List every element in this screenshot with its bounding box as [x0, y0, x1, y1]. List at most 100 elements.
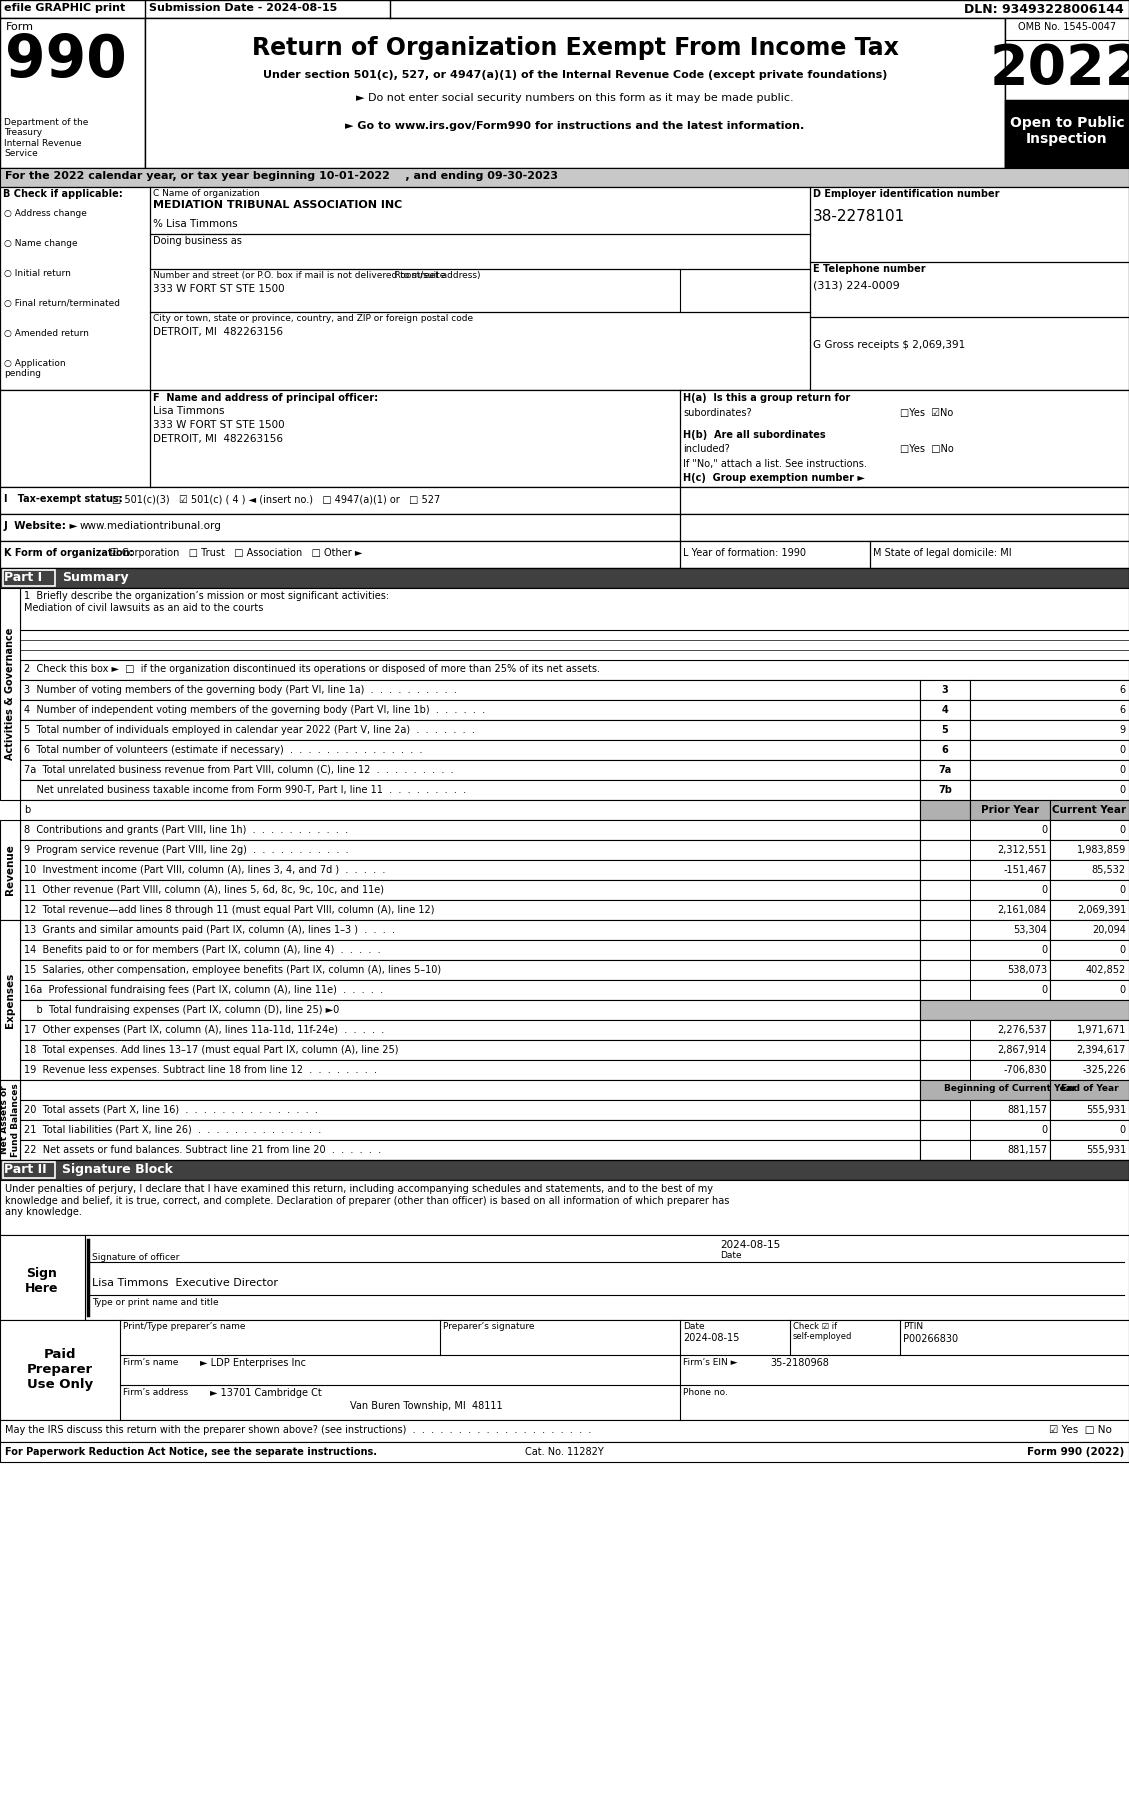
Text: 6: 6 [1119, 706, 1124, 715]
Bar [0, 568, 1129, 588]
Text: b  Total fundraising expenses (Part IX, column (D), line 25) ►0: b Total fundraising expenses (Part IX, c… [24, 1005, 339, 1016]
Text: 15  Salaries, other compensation, employee benefits (Part IX, column (A), lines : 15 Salaries, other compensation, employe… [24, 965, 441, 974]
Text: Date: Date [683, 1322, 704, 1331]
Text: Return of Organization Exempt From Income Tax: Return of Organization Exempt From Incom… [252, 36, 899, 60]
Text: Firm’s EIN ►: Firm’s EIN ► [683, 1359, 737, 1368]
Text: Check ☑ if
self-employed: Check ☑ if self-employed [793, 1322, 852, 1341]
Text: Preparer’s signature: Preparer’s signature [443, 1322, 534, 1331]
Text: End of Year: End of Year [1060, 1085, 1119, 1094]
Bar [145, 18, 1005, 169]
Bar [20, 588, 1129, 629]
Bar [20, 1079, 920, 1099]
Bar [1050, 940, 1129, 960]
Text: 9: 9 [1119, 726, 1124, 735]
Text: www.mediationtribunal.org: www.mediationtribunal.org [80, 521, 222, 532]
Text: Room/suite: Room/suite [154, 270, 445, 279]
Bar [20, 860, 920, 880]
Bar [1050, 840, 1129, 860]
Text: 2,069,391: 2,069,391 [1077, 905, 1126, 914]
Text: DETROIT, MI  482263156: DETROIT, MI 482263156 [154, 327, 283, 337]
Text: ○ Address change: ○ Address change [5, 209, 87, 218]
Text: 0: 0 [1120, 945, 1126, 954]
Text: 0: 0 [1119, 785, 1124, 795]
Bar [20, 660, 1129, 680]
Bar [0, 18, 145, 169]
Text: ☑ Corporation   □ Trust   □ Association   □ Other ►: ☑ Corporation □ Trust □ Association □ Ot… [110, 548, 362, 559]
Text: % Lisa Timmons: % Lisa Timmons [154, 219, 237, 229]
Text: 0: 0 [1041, 825, 1047, 834]
Bar [920, 880, 1050, 900]
Text: 0: 0 [1120, 1125, 1126, 1136]
Text: 3  Number of voting members of the governing body (Part VI, line 1a)  .  .  .  .: 3 Number of voting members of the govern… [24, 686, 457, 695]
Text: 2,161,084: 2,161,084 [998, 905, 1047, 914]
Bar [20, 920, 920, 940]
Text: Net unrelated business taxable income from Form 990-T, Part I, line 11  .  .  . : Net unrelated business taxable income fr… [24, 785, 466, 795]
Text: 4: 4 [942, 706, 948, 715]
Text: Paid
Preparer
Use Only: Paid Preparer Use Only [27, 1348, 93, 1391]
Text: Activities & Governance: Activities & Governance [5, 628, 15, 760]
Text: □ 501(c)(3)   ☑ 501(c) ( 4 ) ◄ (insert no.)   □ 4947(a)(1) or   □ 527: □ 501(c)(3) ☑ 501(c) ( 4 ) ◄ (insert no.… [112, 493, 440, 504]
Bar [970, 800, 1050, 820]
Bar [20, 820, 920, 840]
Text: Lisa Timmons  Executive Director: Lisa Timmons Executive Director [91, 1279, 278, 1288]
Bar [20, 900, 920, 920]
Text: Under section 501(c), 527, or 4947(a)(1) of the Internal Revenue Code (except pr: Under section 501(c), 527, or 4947(a)(1)… [263, 71, 887, 80]
Text: Form: Form [6, 22, 34, 33]
Text: MEDIATION TRIBUNAL ASSOCIATION INC: MEDIATION TRIBUNAL ASSOCIATION INC [154, 200, 402, 210]
Text: 9  Program service revenue (Part VIII, line 2g)  .  .  .  .  .  .  .  .  .  .  .: 9 Program service revenue (Part VIII, li… [24, 845, 349, 854]
Text: 0: 0 [1119, 766, 1124, 775]
Bar [20, 960, 920, 980]
Bar [20, 720, 920, 740]
Text: 333 W FORT ST STE 1500: 333 W FORT ST STE 1500 [154, 285, 285, 294]
Bar [920, 760, 970, 780]
Bar [1050, 1099, 1129, 1119]
Text: 8  Contributions and grants (Part VIII, line 1h)  .  .  .  .  .  .  .  .  .  .  : 8 Contributions and grants (Part VIII, l… [24, 825, 348, 834]
Text: subordinates?: subordinates? [683, 408, 752, 417]
Text: Sign
Here: Sign Here [25, 1266, 59, 1295]
Text: J  Website: ►: J Website: ► [5, 521, 79, 532]
Text: b: b [24, 805, 30, 814]
Bar [920, 780, 970, 800]
Text: Beginning of Current Year: Beginning of Current Year [944, 1085, 1076, 1094]
Bar [20, 1000, 920, 1019]
Bar [970, 680, 1129, 700]
Text: Print/Type preparer’s name: Print/Type preparer’s name [123, 1322, 245, 1331]
Bar [920, 840, 1050, 860]
Bar [970, 720, 1129, 740]
Text: included?: included? [683, 444, 729, 454]
Bar [0, 1159, 1129, 1179]
Bar [920, 680, 970, 700]
Bar [920, 1079, 1050, 1099]
Text: 10  Investment income (Part VIII, column (A), lines 3, 4, and 7d )  .  .  .  .  : 10 Investment income (Part VIII, column … [24, 865, 385, 874]
Text: 0: 0 [1119, 746, 1124, 755]
Text: efile GRAPHIC print: efile GRAPHIC print [5, 4, 125, 13]
Text: 0: 0 [1120, 985, 1126, 996]
Bar [0, 1420, 1129, 1442]
Text: -325,226: -325,226 [1082, 1065, 1126, 1076]
Text: ○ Initial return: ○ Initial return [5, 268, 71, 278]
Text: 2022: 2022 [990, 42, 1129, 96]
Text: 0: 0 [1041, 945, 1047, 954]
Bar [20, 880, 920, 900]
Text: 6: 6 [942, 746, 948, 755]
Bar [0, 541, 1129, 568]
Text: M State of legal domicile: MI: M State of legal domicile: MI [873, 548, 1012, 559]
Bar [1050, 880, 1129, 900]
Text: OMB No. 1545-0047: OMB No. 1545-0047 [1018, 22, 1117, 33]
Bar [0, 513, 1129, 541]
Bar [920, 1019, 1050, 1039]
Text: Firm’s name: Firm’s name [123, 1359, 178, 1368]
Bar [1005, 100, 1129, 169]
Text: Expenses: Expenses [5, 972, 15, 1027]
Bar [920, 1139, 1050, 1159]
Text: D Employer identification number: D Employer identification number [813, 189, 999, 200]
Bar [3, 570, 55, 586]
Text: ○ Amended return: ○ Amended return [5, 328, 89, 337]
Text: Under penalties of perjury, I declare that I have examined this return, includin: Under penalties of perjury, I declare th… [5, 1185, 729, 1217]
Text: 2024-08-15: 2024-08-15 [720, 1241, 780, 1250]
Text: 2,394,617: 2,394,617 [1077, 1045, 1126, 1056]
Text: 0: 0 [1120, 825, 1126, 834]
Text: DLN: 93493228006144: DLN: 93493228006144 [964, 4, 1124, 16]
Text: 18  Total expenses. Add lines 13–17 (must equal Part IX, column (A), line 25): 18 Total expenses. Add lines 13–17 (must… [24, 1045, 399, 1056]
Text: 881,157: 881,157 [1007, 1145, 1047, 1156]
